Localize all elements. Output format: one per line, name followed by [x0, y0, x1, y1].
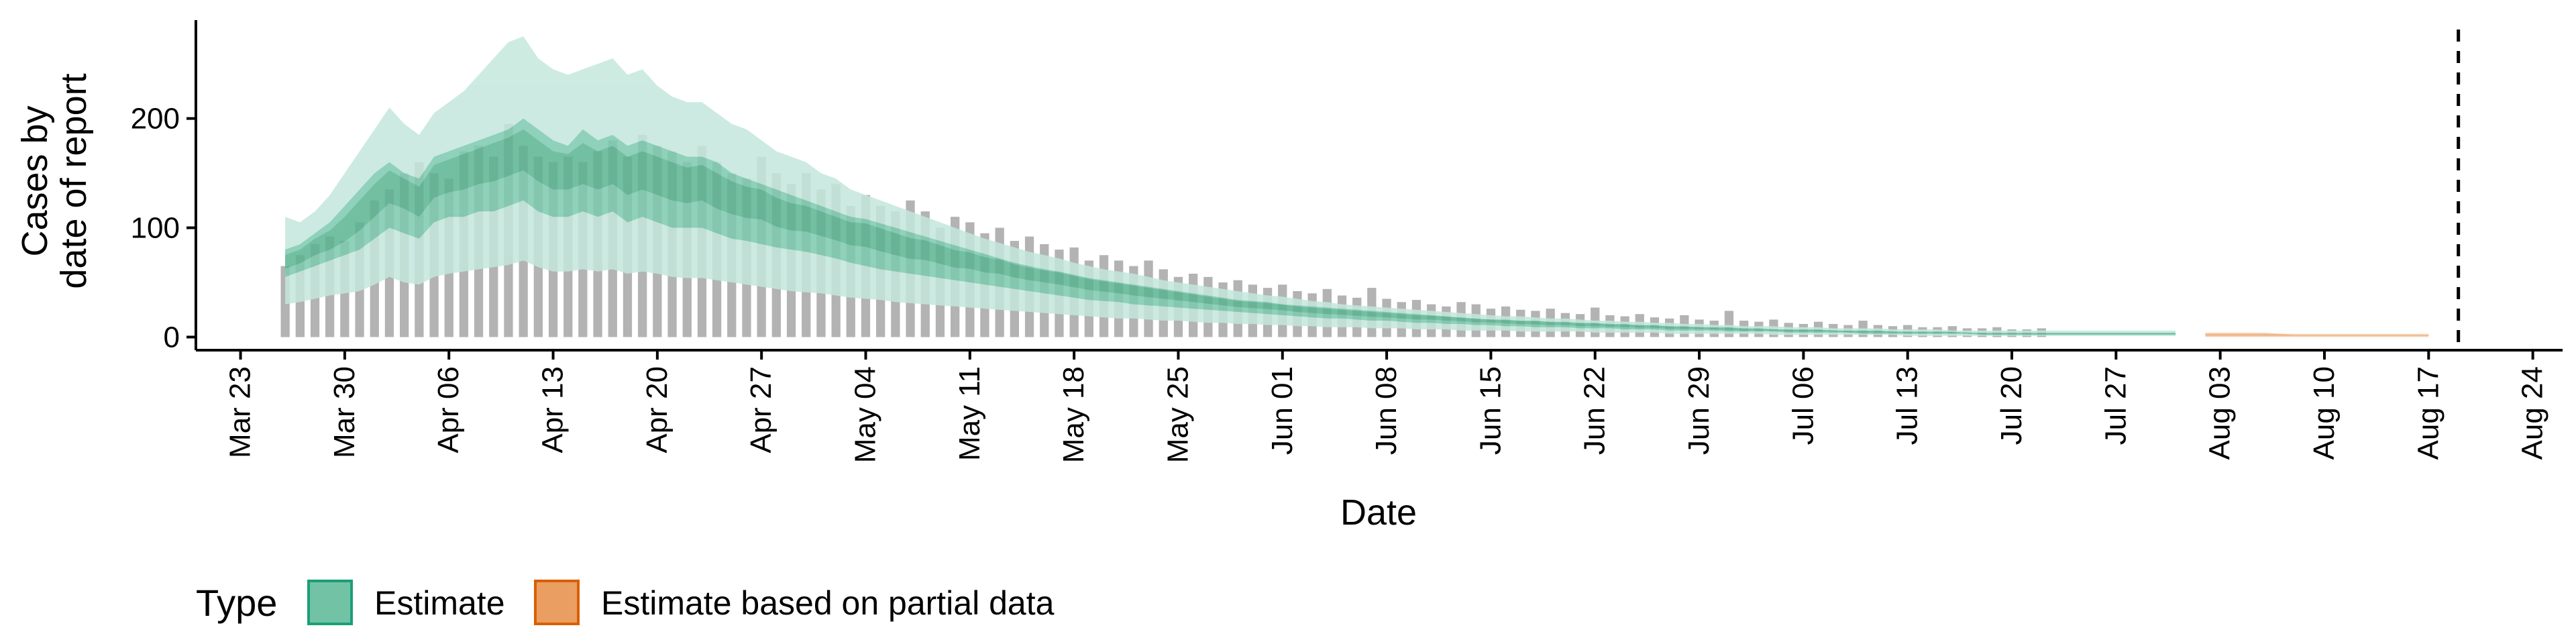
plot-area — [280, 30, 2461, 350]
legend-swatch-estimate — [307, 580, 353, 625]
x-tick-label: Apr 13 — [537, 366, 570, 453]
legend-label-estimate: Estimate — [374, 584, 505, 622]
x-tick-label: May 18 — [1057, 366, 1090, 463]
y-axis-title-line-2: date of report — [54, 73, 94, 288]
x-tick-label: Apr 27 — [745, 366, 777, 453]
x-tick-label: Apr 06 — [432, 366, 465, 453]
x-tick-label: Jul 27 — [2099, 366, 2132, 445]
x-tick-label: May 11 — [953, 366, 986, 461]
y-axis-ticks: 0 100 200 — [131, 103, 196, 354]
y-tick-label: 0 — [164, 321, 180, 354]
axes: 0 100 200 Mar 23 Mar 30 Apr 06 Apr 13 Apr 20 Ap… — [131, 20, 2563, 463]
x-tick-label: Aug 24 — [2516, 366, 2549, 460]
x-tick-label: Jun 01 — [1266, 366, 1299, 455]
y-tick-label: 200 — [131, 103, 180, 136]
legend-label-partial: Estimate based on partial data — [601, 584, 1055, 622]
y-axis-title-line-1: Cases by — [15, 105, 55, 256]
x-tick-label: May 25 — [1161, 366, 1194, 463]
estimate-bands — [285, 36, 2176, 336]
x-tick-label: Jul 20 — [1995, 366, 2028, 445]
partial-ci50-band — [2205, 333, 2429, 336]
x-tick-label: Jun 22 — [1578, 366, 1611, 455]
legend-title: Type — [196, 582, 277, 624]
x-tick-label: Jun 29 — [1682, 366, 1715, 455]
y-tick-label: 100 — [131, 212, 180, 245]
x-tick-label: Aug 17 — [2412, 366, 2445, 460]
x-tick-label: Jun 15 — [1474, 366, 1507, 455]
x-tick-label: Jul 13 — [1891, 366, 1924, 445]
x-tick-label: Mar 30 — [328, 366, 361, 458]
x-axis-title: Date — [1340, 492, 1417, 533]
x-tick-label: Jul 06 — [1786, 366, 1819, 445]
legend: Type Estimate Estimate based on partial … — [196, 580, 1055, 625]
x-tick-label: Aug 10 — [2308, 366, 2341, 460]
x-tick-label: Apr 20 — [641, 366, 674, 453]
legend-swatch-partial — [534, 580, 580, 625]
x-tick-label: Aug 03 — [2204, 366, 2237, 460]
x-tick-label: Jun 08 — [1370, 366, 1403, 455]
x-axis-ticks: Mar 23 Mar 30 Apr 06 Apr 13 Apr 20 Apr 27 May … — [224, 350, 2549, 463]
partial-bands — [2205, 332, 2429, 337]
x-tick-label: May 04 — [849, 366, 881, 463]
estimate-ci90-band — [285, 36, 2176, 336]
x-tick-label: Mar 23 — [224, 366, 257, 458]
